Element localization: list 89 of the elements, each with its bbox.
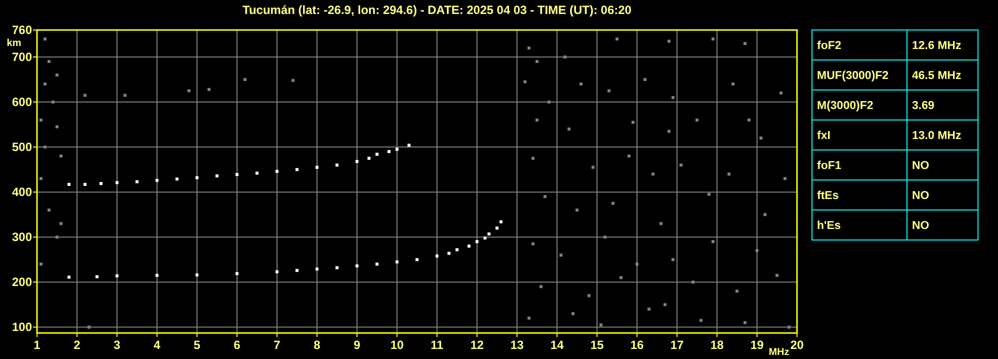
y-tick-label: 300 <box>12 230 32 244</box>
y-tick-label: 400 <box>12 185 32 200</box>
point <box>276 170 278 173</box>
x-tick-label: 16 <box>630 338 644 352</box>
x-tick-label: 9 <box>354 338 361 352</box>
text: NO <box>912 190 930 202</box>
point <box>84 182 86 186</box>
point <box>368 156 370 160</box>
point <box>416 258 418 262</box>
x-tick-label: 6 <box>234 338 241 352</box>
point <box>488 232 490 236</box>
category-label: foF1 <box>817 160 842 172</box>
category-label: ftEs <box>817 190 839 202</box>
text: 12.6 MHz <box>912 40 962 52</box>
point <box>68 276 70 279</box>
point <box>156 274 158 277</box>
text: NO <box>912 160 930 172</box>
category-label: M(3000)F2 <box>817 100 874 112</box>
point <box>356 264 358 268</box>
category-label: foF2 <box>817 40 842 52</box>
y-tick-label: 500 <box>12 140 32 154</box>
point <box>116 181 118 184</box>
x-tick-label: 1 <box>34 338 41 352</box>
x-tick-label: 11 <box>430 338 444 352</box>
x-tick-label: 20 <box>790 338 804 352</box>
point <box>176 178 178 181</box>
point <box>296 268 298 272</box>
y-tick-label: 760 <box>12 23 32 37</box>
point <box>276 270 278 274</box>
point <box>316 268 318 271</box>
point <box>468 244 470 248</box>
point <box>484 236 486 240</box>
text: 13.0 MHz <box>912 130 962 142</box>
point <box>256 172 258 175</box>
point <box>336 266 338 270</box>
text: 3.69 <box>912 100 934 112</box>
point <box>436 254 438 258</box>
x-tick-label: 4 <box>154 338 161 352</box>
point <box>236 272 238 276</box>
point <box>408 144 410 147</box>
x-tick-label: 8 <box>314 338 321 352</box>
x-tick-label: 14 <box>550 338 564 352</box>
point <box>336 164 338 167</box>
point <box>476 240 478 244</box>
point <box>216 174 218 178</box>
point <box>388 150 390 154</box>
x-tick-label: 10 <box>390 338 404 352</box>
point <box>156 178 158 182</box>
point <box>396 148 398 151</box>
x-tick-label: 13 <box>510 338 524 352</box>
point <box>296 168 298 172</box>
point <box>376 152 378 156</box>
y-tick-label: 100 <box>12 320 32 334</box>
point <box>236 173 238 176</box>
point <box>316 166 318 169</box>
category-label: fxI <box>817 130 830 142</box>
point <box>100 182 102 186</box>
text: 46.5 MHz <box>912 70 962 82</box>
point <box>196 273 198 276</box>
x-tick-label: 7 <box>274 338 281 352</box>
point <box>136 180 138 184</box>
x-tick-label: 2 <box>74 338 81 352</box>
point <box>448 252 450 255</box>
point <box>68 182 70 186</box>
x-tick-label: 19 <box>750 338 764 352</box>
x-tick-label: 3 <box>114 338 121 352</box>
y-tick-label: 700 <box>12 50 32 64</box>
x-tick-label: 5 <box>194 338 201 352</box>
point <box>96 275 98 278</box>
point <box>376 262 378 266</box>
y-axis-title: km <box>6 38 22 49</box>
y-tick-label: 600 <box>12 95 32 110</box>
point <box>396 260 398 264</box>
point <box>456 248 458 252</box>
x-tick-label: 12 <box>470 338 484 352</box>
text: NO <box>912 220 930 232</box>
x-tick-label: 17 <box>670 338 684 352</box>
category-label: h'Es <box>817 220 841 232</box>
point <box>116 274 118 278</box>
x-axis-title: MHz <box>768 347 790 358</box>
x-tick-label: 15 <box>590 338 604 352</box>
point <box>356 160 358 163</box>
point <box>196 176 198 180</box>
chart-title: Tucumán (lat: -26.9, lon: 294.6) - DATE: 2025 04 03 - TIME (UT): 06:20 <box>242 3 632 17</box>
point <box>500 220 502 224</box>
y-tick-label: 200 <box>12 275 32 290</box>
point <box>496 226 498 230</box>
x-tick-label: 18 <box>710 338 724 352</box>
category-label: MUF(3000)F2 <box>817 70 889 82</box>
